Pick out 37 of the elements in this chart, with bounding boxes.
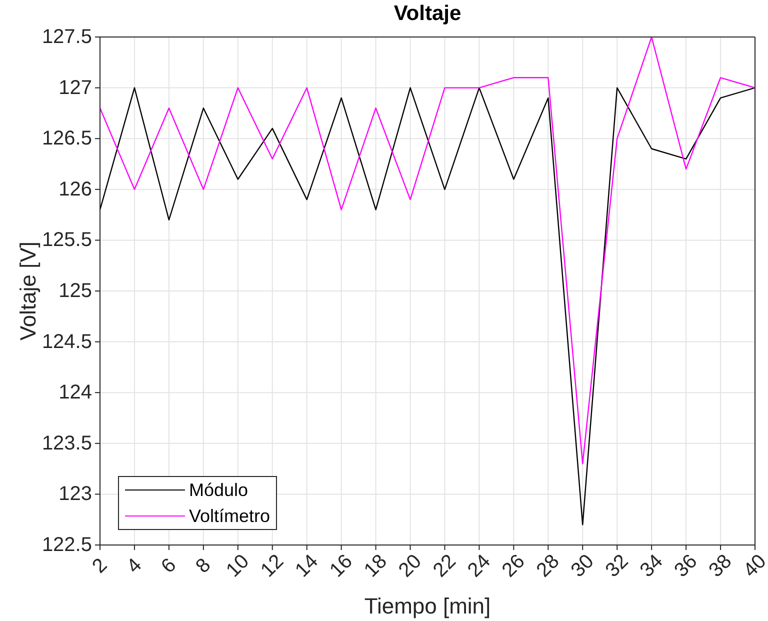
x-tick-label: 16 bbox=[326, 550, 357, 582]
x-tick-label: 26 bbox=[498, 550, 530, 582]
y-tick-label: 124 bbox=[58, 382, 92, 404]
x-tick-label: 32 bbox=[601, 550, 633, 582]
x-tick-label: 12 bbox=[256, 550, 288, 582]
y-tick-label: 125 bbox=[58, 280, 92, 302]
legend-label: Voltímetro bbox=[189, 505, 270, 528]
x-tick-label: 10 bbox=[222, 550, 254, 582]
y-tick-label: 124.5 bbox=[42, 330, 92, 353]
x-tick-label: 4 bbox=[122, 554, 146, 578]
x-axis-title: Tiempo [min] bbox=[364, 594, 491, 618]
x-tick-label: 28 bbox=[532, 550, 564, 582]
x-tick-label: 38 bbox=[704, 550, 736, 582]
x-tick-label: 18 bbox=[360, 550, 392, 582]
x-tick-label: 30 bbox=[566, 550, 598, 582]
x-tick-label: 36 bbox=[670, 550, 702, 582]
line-series bbox=[100, 87, 755, 526]
x-tick-label: 34 bbox=[636, 550, 668, 582]
x-tick-label: 6 bbox=[157, 554, 181, 578]
y-tick-label: 127 bbox=[58, 76, 92, 99]
x-tick-label: 8 bbox=[192, 554, 216, 578]
y-tick-label: 123.5 bbox=[42, 432, 92, 454]
x-tick-label: 20 bbox=[394, 550, 426, 582]
x-tick-label: 22 bbox=[429, 550, 460, 582]
y-axis-title: Voltaje [V] bbox=[16, 241, 40, 341]
legend-label: Módulo bbox=[189, 479, 248, 502]
y-tick-label: 127.5 bbox=[42, 26, 92, 48]
y-tick-label: 125.5 bbox=[42, 229, 92, 252]
x-tick-label: 40 bbox=[739, 550, 768, 582]
x-tick-label: 2 bbox=[88, 554, 112, 578]
x-tick-label: 14 bbox=[291, 550, 322, 582]
y-tick-label: 123 bbox=[58, 483, 92, 506]
y-tick-label: 126.5 bbox=[42, 128, 92, 150]
y-tick-label: 122.5 bbox=[42, 534, 92, 556]
x-tick-label: 24 bbox=[464, 550, 495, 582]
y-tick-label: 126 bbox=[58, 178, 92, 200]
chart-title: Voltaje bbox=[394, 2, 462, 25]
